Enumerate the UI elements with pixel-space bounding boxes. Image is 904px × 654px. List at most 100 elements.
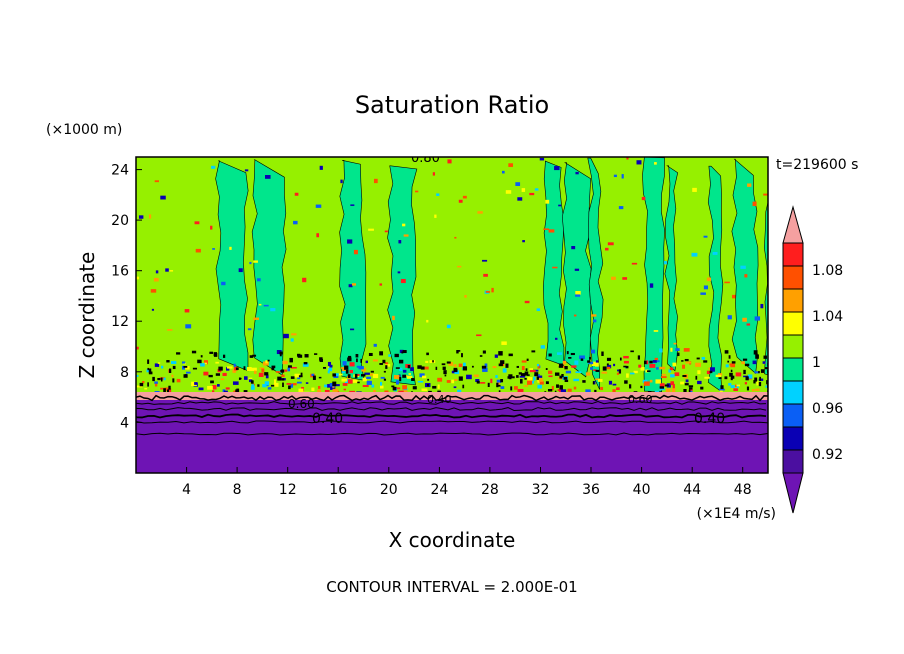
speckle — [543, 228, 549, 230]
speckle — [372, 359, 378, 362]
speckle — [250, 386, 255, 390]
speckle — [210, 225, 213, 230]
speckle — [327, 361, 332, 366]
contour-fragment — [323, 366, 327, 369]
speckle — [364, 372, 370, 375]
contour-fragment — [498, 390, 501, 393]
speckle — [436, 193, 440, 196]
speckle — [342, 383, 348, 386]
contour-fragment — [160, 377, 163, 382]
contour-fragment — [197, 359, 202, 364]
speckle — [712, 251, 718, 255]
speckle — [660, 376, 667, 379]
contour-fragment — [479, 355, 483, 357]
x-tick-label: 28 — [481, 482, 499, 498]
x-tick-label: 36 — [582, 482, 600, 498]
speckle — [733, 388, 738, 392]
contour-fragment — [453, 367, 458, 372]
x-tick-label: 44 — [683, 482, 701, 498]
contour-fragment — [298, 375, 303, 378]
speckle — [425, 360, 429, 364]
contour-fragment — [157, 377, 161, 381]
contour-fragment — [348, 355, 352, 360]
contour-fragment — [564, 365, 568, 370]
speckle — [297, 376, 301, 380]
speckle — [291, 333, 297, 336]
contour-fragment — [300, 372, 303, 376]
streak — [707, 165, 724, 393]
contour-fragment — [250, 380, 254, 384]
speckle — [656, 360, 660, 363]
speckle — [311, 373, 315, 377]
speckle — [505, 190, 512, 194]
speckle — [606, 364, 612, 369]
contour-fragment — [516, 365, 520, 368]
streak — [251, 159, 287, 376]
speckle — [451, 379, 455, 384]
contour-fragment — [282, 382, 284, 388]
speckle — [754, 316, 761, 321]
speckle — [633, 370, 638, 374]
contour-fragment — [402, 350, 407, 354]
speckle — [198, 387, 204, 391]
contour-fragment — [355, 353, 359, 358]
speckle — [432, 172, 435, 176]
speckle — [136, 375, 139, 377]
speckle — [683, 348, 690, 352]
contour-fragment — [727, 360, 730, 363]
speckle — [537, 384, 542, 389]
contour-fragment — [524, 377, 527, 380]
speckle — [226, 366, 233, 369]
speckle — [203, 371, 209, 376]
speckle — [379, 385, 384, 389]
speckle — [522, 240, 525, 243]
speckle — [267, 387, 272, 390]
speckle — [719, 390, 723, 393]
speckle — [264, 381, 270, 386]
contour-fragment — [564, 379, 569, 383]
speckle — [342, 361, 347, 366]
contour-fragment — [319, 358, 323, 362]
speckle — [668, 369, 672, 373]
speckle — [371, 384, 375, 388]
speckle — [480, 382, 486, 384]
speckle — [502, 368, 507, 373]
speckle — [185, 324, 192, 329]
interface-contour — [136, 394, 768, 402]
speckle — [200, 363, 205, 367]
speckle — [204, 362, 207, 365]
speckle — [754, 371, 760, 374]
x-tick-label: 24 — [430, 482, 448, 498]
speckle — [463, 362, 466, 367]
speckle — [350, 204, 355, 206]
contour-fragment — [519, 379, 523, 384]
speckle — [706, 370, 711, 375]
contour-fragment — [753, 380, 756, 384]
speckle — [212, 385, 217, 390]
contour-fragment — [758, 370, 760, 374]
speckle — [649, 379, 653, 383]
x-tick-label: 12 — [279, 482, 297, 498]
speckle — [434, 214, 437, 218]
speckle — [527, 380, 533, 385]
speckle — [685, 361, 692, 364]
speckle — [692, 187, 697, 192]
y-tick-label: 4 — [120, 415, 129, 431]
contour-fragment — [166, 360, 170, 363]
speckle — [742, 317, 747, 322]
speckle — [347, 239, 353, 244]
speckle — [426, 319, 429, 323]
contour-fragment — [718, 377, 722, 379]
speckle — [212, 248, 215, 250]
speckle — [356, 365, 362, 368]
speckle — [265, 360, 268, 364]
dry-layer — [136, 398, 768, 473]
speckle — [244, 169, 249, 172]
contour-fragment — [554, 372, 560, 376]
contour-fragment — [345, 369, 349, 374]
speckle — [691, 252, 698, 257]
contour-fragment — [432, 385, 437, 389]
speckle — [732, 294, 736, 299]
speckle — [368, 228, 374, 231]
speckle — [402, 389, 407, 394]
